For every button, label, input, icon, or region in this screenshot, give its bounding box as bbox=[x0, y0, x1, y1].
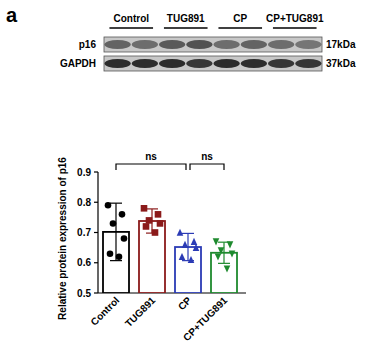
data-point bbox=[155, 211, 162, 218]
y-axis-label: Relative protein expression of p16 bbox=[57, 157, 68, 320]
data-point bbox=[141, 205, 148, 212]
data-point bbox=[121, 235, 128, 242]
blot-group-label: CP bbox=[233, 13, 247, 24]
blot-group-line bbox=[164, 27, 208, 29]
data-point bbox=[188, 256, 195, 263]
y-tick bbox=[94, 292, 98, 293]
error-line bbox=[115, 203, 116, 260]
blot-band bbox=[241, 59, 267, 68]
data-point bbox=[224, 266, 231, 273]
blot-size-label: 37kDa bbox=[326, 58, 356, 69]
data-point bbox=[218, 247, 225, 254]
plot-area bbox=[103, 202, 237, 293]
blot-band bbox=[159, 40, 185, 49]
blot-strip bbox=[104, 37, 322, 52]
blot-band bbox=[214, 59, 240, 68]
blot-band bbox=[186, 40, 212, 49]
error-line bbox=[223, 242, 224, 263]
x-tick-label: TUG891 bbox=[123, 294, 158, 329]
significance-label: ns bbox=[201, 151, 213, 162]
significance-bracket bbox=[116, 164, 186, 170]
figure: aControlTUG891CPCP+TUG891p1617kDaGAPDH37… bbox=[0, 0, 372, 363]
data-point bbox=[143, 223, 150, 230]
y-tick bbox=[94, 202, 98, 203]
significance-label: ns bbox=[145, 151, 157, 162]
data-point bbox=[191, 238, 198, 245]
blot-band bbox=[105, 59, 131, 68]
data-point bbox=[152, 229, 159, 236]
blot-band bbox=[132, 40, 158, 49]
blot-band bbox=[214, 40, 240, 49]
blot-band bbox=[105, 40, 131, 49]
y-tick bbox=[94, 232, 98, 233]
data-point bbox=[177, 229, 184, 236]
blot-band bbox=[132, 59, 158, 68]
data-point bbox=[119, 211, 126, 218]
x-tick-label: Control bbox=[89, 294, 122, 327]
data-point bbox=[105, 202, 112, 209]
data-point bbox=[116, 253, 123, 260]
blot-row-label: GAPDH bbox=[60, 58, 96, 69]
error-cap bbox=[110, 203, 122, 204]
error-cap bbox=[146, 208, 158, 209]
y-tick bbox=[94, 171, 98, 172]
y-tick-label: 0.5 bbox=[77, 288, 91, 299]
y-tick-label: 0.7 bbox=[77, 227, 91, 238]
blot-group-line bbox=[218, 27, 262, 29]
blot-row-label: p16 bbox=[79, 39, 97, 50]
data-point bbox=[110, 220, 117, 227]
blot-band bbox=[295, 59, 321, 68]
blot-band bbox=[241, 40, 267, 49]
blot-group-label: TUG891 bbox=[167, 13, 205, 24]
data-point bbox=[146, 217, 153, 224]
error-bar bbox=[218, 242, 230, 263]
data-point bbox=[193, 244, 200, 251]
data-point bbox=[157, 220, 164, 227]
data-point bbox=[215, 253, 222, 260]
blot-size-label: 17kDa bbox=[326, 39, 356, 50]
y-tick-label: 0.6 bbox=[77, 257, 91, 268]
data-point bbox=[179, 253, 186, 260]
blot-band bbox=[268, 59, 294, 68]
blot-band bbox=[295, 40, 321, 49]
data-point bbox=[213, 238, 220, 245]
significance-bracket bbox=[190, 164, 224, 170]
blot-group-line bbox=[109, 27, 153, 29]
blot-band bbox=[186, 59, 212, 68]
x-tick-label: CP+TUG891 bbox=[181, 294, 230, 343]
error-bar bbox=[182, 233, 194, 260]
blot-band bbox=[268, 40, 294, 49]
data-point bbox=[227, 241, 234, 248]
error-cap bbox=[182, 233, 194, 234]
error-cap bbox=[218, 263, 230, 264]
blot-strip bbox=[104, 56, 322, 71]
blot-group-line bbox=[273, 27, 317, 29]
error-cap bbox=[110, 260, 122, 261]
blot-group-label: CP+TUG891 bbox=[266, 13, 324, 24]
panel-label: a bbox=[6, 4, 18, 26]
data-point bbox=[182, 241, 189, 248]
blot-band bbox=[159, 59, 185, 68]
bar bbox=[139, 221, 165, 293]
data-point bbox=[229, 250, 236, 257]
y-tick-label: 0.8 bbox=[77, 197, 91, 208]
blot-group-label: Control bbox=[113, 13, 149, 24]
y-tick-label: 0.9 bbox=[77, 167, 91, 178]
y-tick bbox=[94, 262, 98, 263]
x-tick-label: CP bbox=[176, 294, 194, 312]
data-point bbox=[107, 250, 114, 257]
